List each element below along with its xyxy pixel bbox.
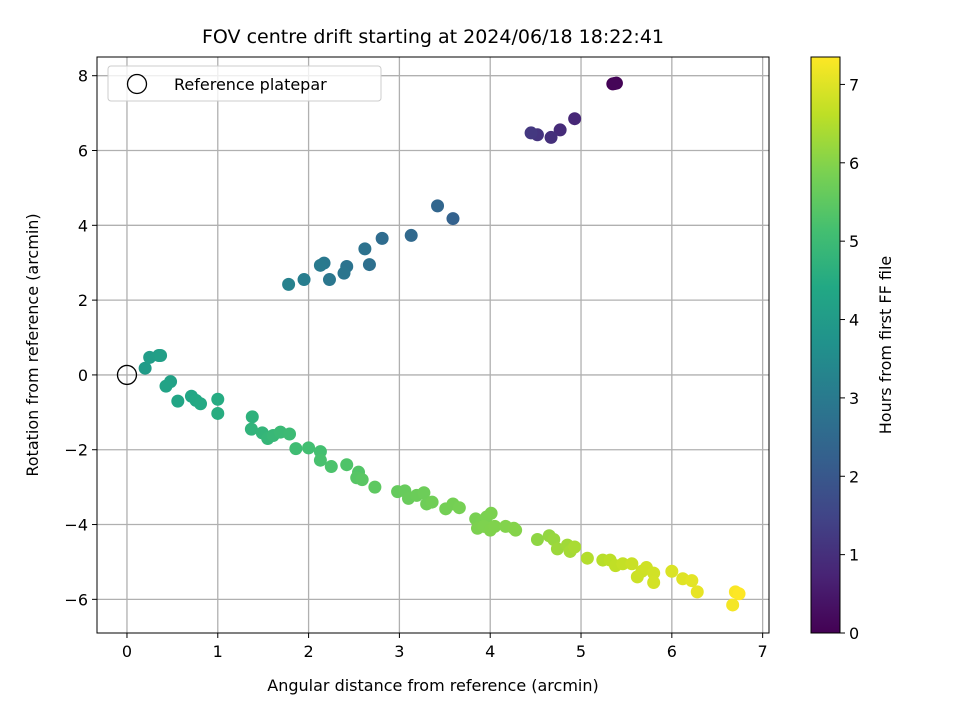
data-point [368, 480, 382, 494]
y-tick-label: 2 [78, 291, 88, 310]
y-tick-label: −2 [64, 441, 88, 460]
data-point [282, 277, 296, 291]
data-point [245, 410, 259, 424]
data-point [322, 273, 336, 287]
x-axis: 0 1 2 3 4 5 6 7 [122, 633, 768, 661]
reference-marker [116, 364, 138, 386]
x-axis-label: Angular distance from reference (arcmin) [267, 676, 598, 695]
data-point [324, 460, 338, 474]
data-point [283, 427, 297, 441]
data-point [608, 77, 622, 91]
colorbar-tick-label: 4 [849, 311, 859, 330]
data-point [358, 242, 372, 256]
data-point [417, 486, 431, 500]
data-point [154, 348, 168, 362]
colorbar-gradient [810, 56, 841, 634]
legend-box [107, 65, 382, 102]
reference-marker-group [116, 364, 138, 386]
y-axis: −6 −4 −2 0 2 4 6 8 [64, 67, 97, 609]
colorbar-tick-label: 2 [849, 467, 859, 486]
data-point [194, 397, 208, 411]
data-point [509, 523, 523, 537]
colorbar-tick-label: 7 [849, 75, 859, 94]
data-point [159, 379, 173, 393]
data-point [488, 519, 502, 533]
data-point [530, 532, 544, 546]
y-tick-label: 4 [78, 216, 88, 235]
y-tick-label: 8 [78, 67, 88, 86]
data-point [431, 199, 445, 213]
y-tick-label: 0 [78, 366, 88, 385]
data-point [340, 458, 354, 472]
x-tick-label: 1 [213, 642, 223, 661]
colorbar: 0 1 2 3 4 5 6 7 Hours from first FF file [810, 56, 895, 643]
colorbar-tick-label: 3 [849, 389, 859, 408]
data-point [732, 587, 746, 601]
colorbar-ticks: 0 1 2 3 4 5 6 7 [840, 75, 859, 643]
data-points [138, 76, 746, 612]
x-tick-label: 7 [758, 642, 768, 661]
legend-entry: Reference platepar [174, 75, 327, 94]
y-tick-label: −4 [64, 516, 88, 535]
legend: Reference platepar [107, 65, 382, 102]
data-point [337, 266, 351, 280]
data-point [524, 126, 538, 140]
data-point [544, 130, 558, 144]
y-tick-label: 6 [78, 142, 88, 161]
colorbar-tick-label: 1 [849, 546, 859, 565]
data-point [580, 551, 594, 565]
data-point [313, 453, 327, 467]
x-tick-label: 5 [576, 642, 586, 661]
colorbar-tick-label: 0 [849, 624, 859, 643]
data-point [302, 441, 316, 455]
x-tick-label: 6 [667, 642, 677, 661]
data-point [138, 361, 152, 375]
colorbar-label: Hours from first FF file [876, 256, 895, 435]
plot-frame [96, 56, 770, 634]
data-point [647, 576, 661, 590]
colorbar-tick-label: 6 [849, 154, 859, 173]
data-point [404, 228, 418, 242]
data-point [690, 585, 704, 599]
data-point [665, 564, 679, 578]
legend-marker-icon [126, 73, 148, 95]
data-point [171, 394, 185, 408]
data-point [625, 557, 639, 571]
grid [97, 57, 769, 633]
data-point [375, 231, 389, 245]
data-point [297, 273, 311, 287]
data-point [568, 540, 582, 554]
data-point [313, 258, 327, 272]
data-point [550, 542, 564, 556]
colorbar-tick-label: 5 [849, 232, 859, 251]
data-point [211, 392, 225, 406]
y-tick-label: −6 [64, 590, 88, 609]
data-point [355, 473, 369, 487]
data-point [685, 574, 699, 588]
x-tick-label: 3 [394, 642, 404, 661]
data-point [726, 598, 740, 612]
data-point [484, 506, 498, 520]
data-point [568, 112, 582, 126]
data-point [289, 442, 303, 456]
data-point [211, 406, 225, 420]
data-point [647, 566, 661, 580]
chart-title: FOV centre drift starting at 2024/06/18 … [202, 26, 664, 48]
x-tick-label: 4 [485, 642, 495, 661]
data-point [446, 212, 460, 226]
x-tick-label: 2 [303, 642, 313, 661]
x-tick-label: 0 [122, 642, 132, 661]
data-point [362, 258, 376, 272]
y-axis-label: Rotation from reference (arcmin) [23, 213, 42, 476]
data-point [616, 557, 630, 571]
data-point [244, 422, 258, 436]
data-point [452, 501, 466, 515]
data-point [425, 495, 439, 509]
data-point [553, 123, 567, 137]
